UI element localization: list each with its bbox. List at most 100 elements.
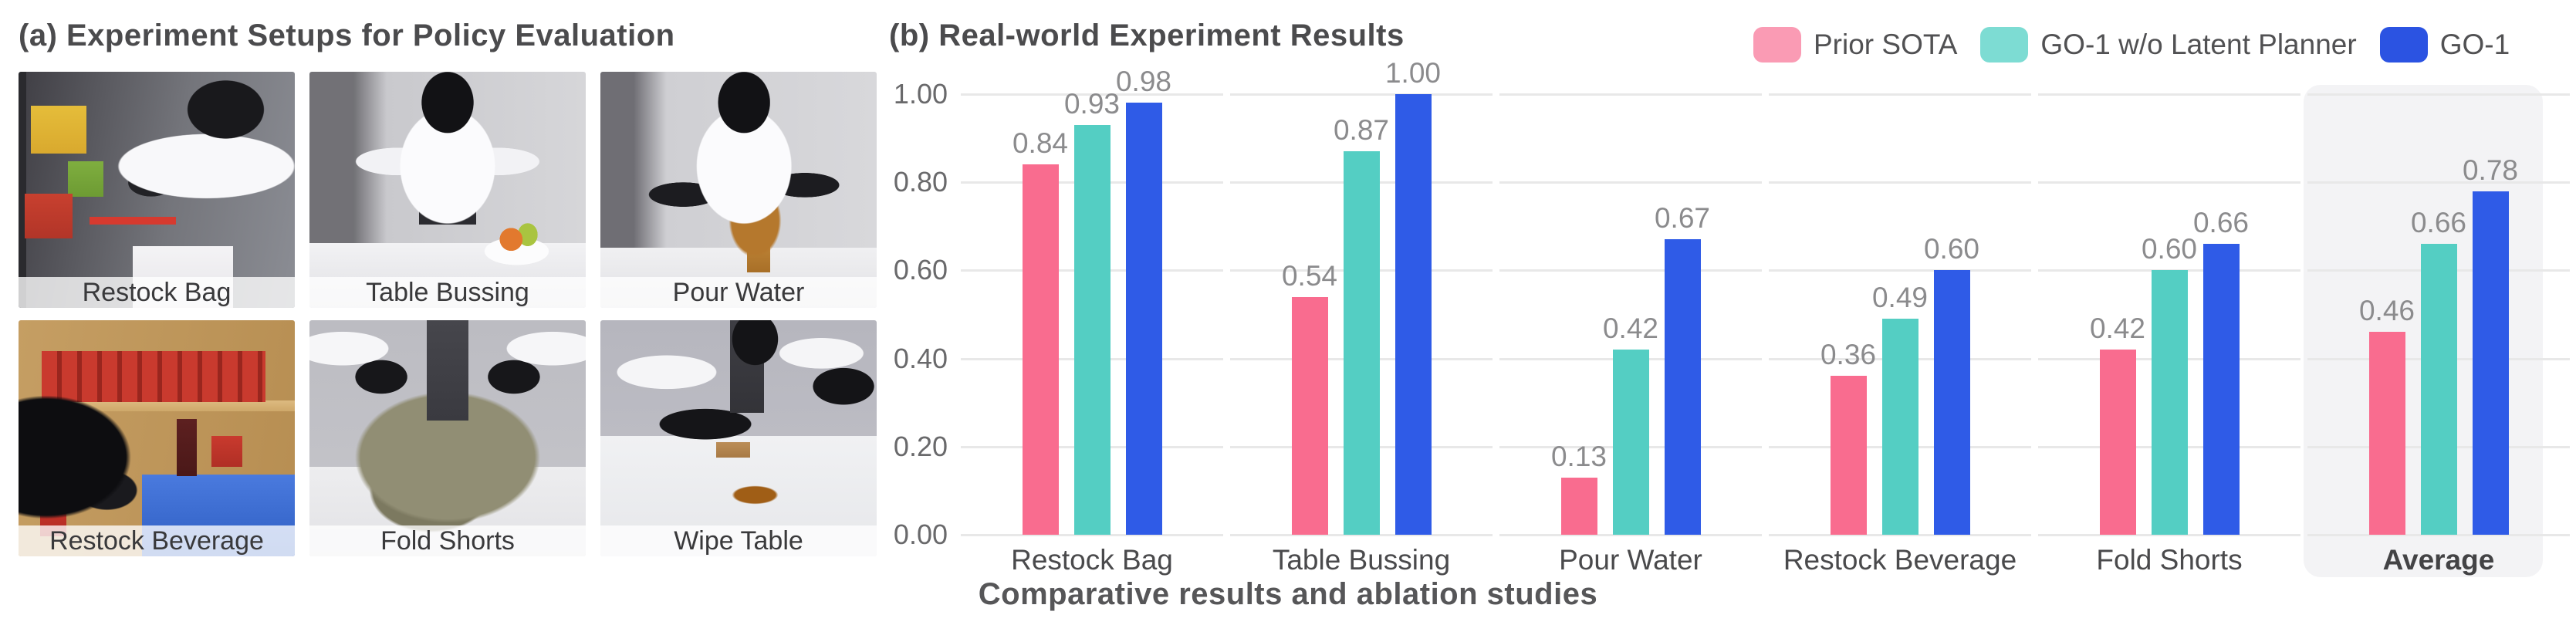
photo-label: Table Bussing bbox=[309, 277, 586, 308]
y-tick-label: 0.40 bbox=[893, 342, 948, 374]
bar-value-label: 0.54 bbox=[1281, 260, 1337, 292]
bar-value-label: 0.46 bbox=[2358, 295, 2415, 326]
photo-label: Pour Water bbox=[600, 277, 877, 308]
bar-prior-sota bbox=[2099, 350, 2136, 535]
gridline bbox=[1769, 269, 2031, 272]
gridline bbox=[1769, 534, 2031, 536]
bar-value-label: 0.60 bbox=[2141, 233, 2197, 265]
legend-item-prior-sota: Prior SOTA bbox=[1753, 27, 1957, 63]
figure-caption: Comparative results and ablation studies bbox=[978, 577, 1598, 611]
bar-value-label: 0.49 bbox=[1871, 282, 1928, 313]
bar-prior-sota bbox=[1560, 478, 1597, 535]
bar-value-label: 0.42 bbox=[2089, 313, 2145, 344]
photo-restock-bag: Restock Bag bbox=[19, 72, 295, 308]
photo-wipe-table: Wipe Table bbox=[600, 320, 877, 556]
legend: Prior SOTA GO-1 w/o Latent Planner GO-1 bbox=[1753, 23, 2510, 66]
y-tick-label: 1.00 bbox=[893, 78, 948, 110]
bar-go-1 bbox=[1664, 239, 1701, 535]
gridline bbox=[2307, 534, 2570, 536]
bar-value-label: 0.66 bbox=[2192, 207, 2249, 238]
category-panel-restock-beverage: 0.36 0.49 0.60 Restock Beverage bbox=[1769, 93, 2031, 576]
y-tick-label: 0.80 bbox=[893, 166, 948, 198]
gridline bbox=[1769, 181, 2031, 184]
category-panel-pour-water: 0.13 0.42 0.67 Pour Water bbox=[1499, 93, 1762, 576]
bar-value-label: 0.67 bbox=[1654, 202, 1710, 234]
category-panel-fold-shorts: 0.42 0.60 0.66 Fold Shorts bbox=[2038, 93, 2300, 576]
gridline bbox=[1230, 534, 1493, 536]
category-panel-restock-bag: 0.84 0.93 0.98 Restock Bag bbox=[961, 66, 1223, 576]
category-label: Table Bussing bbox=[1272, 544, 1451, 576]
category-label: Restock Beverage bbox=[1783, 544, 2017, 576]
bar-value-label: 0.78 bbox=[2462, 154, 2518, 186]
gridline bbox=[1499, 181, 1762, 184]
legend-item-go-1: GO-1 bbox=[2379, 27, 2510, 63]
legend-label: Prior SOTA bbox=[1814, 29, 1958, 60]
category-label: Fold Shorts bbox=[2096, 544, 2243, 576]
gridline bbox=[1499, 269, 1762, 272]
bar-prior-sota bbox=[2368, 332, 2405, 535]
gridline bbox=[1499, 93, 1762, 96]
bar-value-label: 0.84 bbox=[1012, 127, 1068, 159]
bar-go-1 bbox=[1125, 103, 1162, 535]
gridline bbox=[2307, 181, 2570, 184]
gridline bbox=[1769, 93, 2031, 96]
category-label: Restock Bag bbox=[1011, 544, 1173, 576]
gridline bbox=[2038, 181, 2300, 184]
legend-swatch-go-1-w-o-latent-planner bbox=[1980, 27, 2029, 63]
bar-prior-sota bbox=[1830, 376, 1867, 535]
bar-value-label: 0.42 bbox=[1602, 313, 1658, 344]
bar-go-1-w-o-latent-planner bbox=[2151, 270, 2188, 535]
photo-label: Wipe Table bbox=[600, 525, 877, 556]
bar-go-1-w-o-latent-planner bbox=[1073, 125, 1111, 535]
photo-fold-shorts: Fold Shorts bbox=[309, 320, 586, 556]
y-tick-label: 0.00 bbox=[893, 519, 948, 550]
photo-grid: Restock Bag Table Bussing Pour Water Restoc… bbox=[19, 72, 877, 556]
gridline bbox=[961, 93, 1223, 96]
bar-go-1-w-o-latent-planner bbox=[1881, 319, 1918, 535]
y-tick-label: 0.60 bbox=[893, 254, 948, 286]
bar-go-1-w-o-latent-planner bbox=[1343, 151, 1380, 535]
gridline bbox=[1499, 534, 1762, 536]
bar-go-1 bbox=[1933, 270, 1970, 535]
legend-item-go-1-w-o-latent-planner: GO-1 w/o Latent Planner bbox=[1980, 27, 2357, 63]
bar-go-1 bbox=[2472, 191, 2509, 535]
bar-value-label: 0.60 bbox=[1923, 233, 1979, 265]
bar-value-label: 1.00 bbox=[1384, 57, 1441, 89]
photo-label: Restock Beverage bbox=[19, 525, 295, 556]
photo-label: Fold Shorts bbox=[309, 525, 586, 556]
gridline bbox=[2307, 93, 2570, 96]
bar-value-label: 0.36 bbox=[1820, 339, 1876, 370]
photo-pour-water: Pour Water bbox=[600, 72, 877, 308]
panel-a-title: (a) Experiment Setups for Policy Evaluat… bbox=[19, 19, 675, 52]
legend-label: GO-1 bbox=[2439, 29, 2510, 60]
gridline bbox=[961, 534, 1223, 536]
y-tick-label: 0.20 bbox=[893, 430, 948, 462]
photo-restock-beverage: Restock Beverage bbox=[19, 320, 295, 556]
plot-area: 0.84 0.93 0.98 Restock Bag 0.54 0.87 1.00 Table… bbox=[961, 57, 2570, 576]
category-label: Pour Water bbox=[1559, 544, 1702, 576]
legend-label: GO-1 w/o Latent Planner bbox=[2040, 29, 2357, 60]
category-label: Average bbox=[2382, 544, 2495, 576]
bar-value-label: 0.98 bbox=[1115, 66, 1171, 97]
photo-label: Restock Bag bbox=[19, 277, 295, 308]
bar-go-1-w-o-latent-planner bbox=[1612, 350, 1649, 535]
category-panel-average: 0.46 0.66 0.78 Average bbox=[2307, 93, 2570, 576]
bar-value-label: 0.93 bbox=[1063, 88, 1120, 120]
category-panel-table-bussing: 0.54 0.87 1.00 Table Bussing bbox=[1230, 57, 1493, 576]
bar-prior-sota bbox=[1022, 164, 1059, 535]
gridline bbox=[1230, 93, 1493, 96]
photo-table-bussing: Table Bussing bbox=[309, 72, 586, 308]
gridline bbox=[2038, 93, 2300, 96]
bar-prior-sota bbox=[1291, 297, 1328, 535]
bar-value-label: 0.66 bbox=[2410, 207, 2466, 238]
bar-go-1 bbox=[2202, 244, 2240, 535]
panel-b-title: (b) Real-world Experiment Results bbox=[889, 19, 1405, 52]
legend-swatch-prior-sota bbox=[1753, 27, 1801, 63]
bar-go-1 bbox=[1394, 94, 1432, 535]
bar-go-1-w-o-latent-planner bbox=[2420, 244, 2457, 535]
bar-value-label: 0.13 bbox=[1550, 441, 1607, 472]
bar-value-label: 0.87 bbox=[1333, 114, 1389, 146]
legend-swatch-go-1 bbox=[2379, 27, 2428, 63]
gridline bbox=[2038, 534, 2300, 536]
